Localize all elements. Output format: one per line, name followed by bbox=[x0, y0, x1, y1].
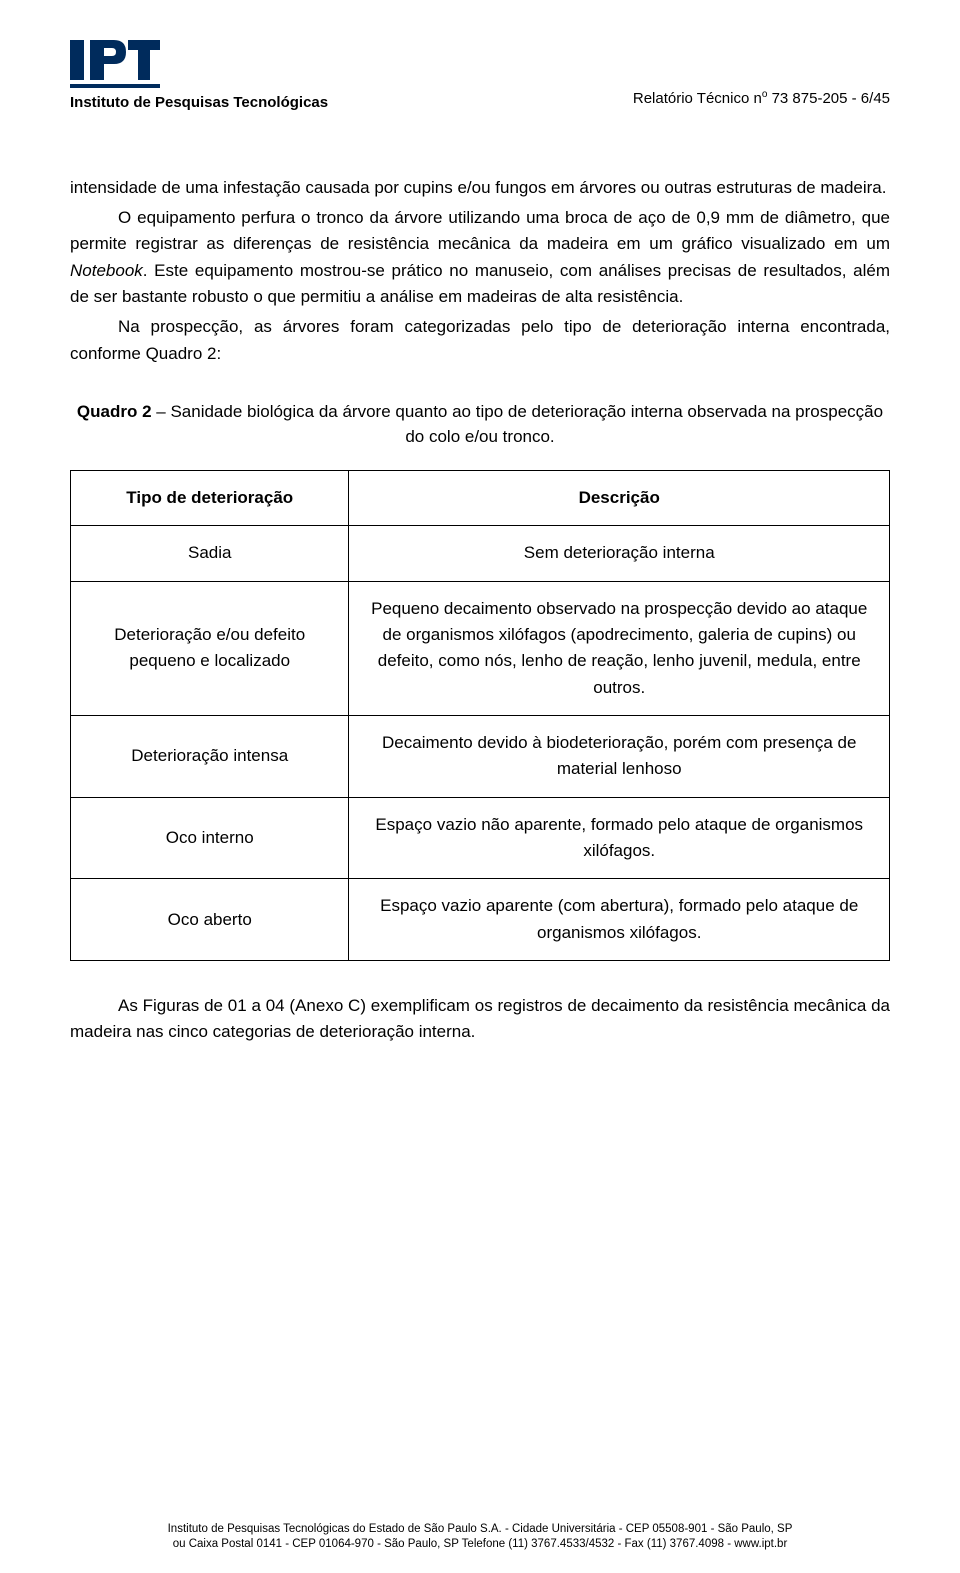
report-number: Relatório Técnico no 73 875-205 - 6/45 bbox=[633, 87, 890, 115]
table-row: Oco aberto Espaço vazio aparente (com ab… bbox=[71, 879, 890, 961]
quadro-label: Quadro 2 bbox=[77, 402, 152, 421]
body-text: intensidade de uma infestação causada po… bbox=[70, 175, 890, 367]
col-header-tipo: Tipo de deterioração bbox=[71, 470, 349, 525]
cell-tipo: Deterioração intensa bbox=[71, 715, 349, 797]
page-header: Instituto de Pesquisas Tecnológicas Rela… bbox=[70, 40, 890, 115]
cell-tipo: Deterioração e/ou defeito pequeno e loca… bbox=[71, 581, 349, 715]
paragraph-2: O equipamento perfura o tronco da árvore… bbox=[70, 205, 890, 310]
p2-b: . Este equipamento mostrou-se prático no… bbox=[70, 261, 890, 306]
footer-line-1: Instituto de Pesquisas Tecnológicas do E… bbox=[70, 1522, 890, 1538]
col-header-desc: Descrição bbox=[349, 470, 890, 525]
paragraph-1: intensidade de uma infestação causada po… bbox=[70, 175, 890, 201]
footer-line-2: ou Caixa Postal 0141 - CEP 01064-970 - S… bbox=[70, 1537, 890, 1553]
quadro-title: Quadro 2 – Sanidade biológica da árvore … bbox=[70, 399, 890, 450]
page: Instituto de Pesquisas Tecnológicas Rela… bbox=[0, 0, 960, 1573]
ipt-logo-icon bbox=[70, 40, 160, 88]
p2-italic: Notebook bbox=[70, 261, 143, 280]
table-row: Sadia Sem deterioração interna bbox=[71, 526, 890, 581]
body-text-after: As Figuras de 01 a 04 (Anexo C) exemplif… bbox=[70, 993, 890, 1046]
cell-desc: Decaimento devido à biodeterioração, por… bbox=[349, 715, 890, 797]
cell-desc: Espaço vazio aparente (com abertura), fo… bbox=[349, 879, 890, 961]
table-row: Deterioração e/ou defeito pequeno e loca… bbox=[71, 581, 890, 715]
table-row: Oco interno Espaço vazio não aparente, f… bbox=[71, 797, 890, 879]
cell-tipo: Oco aberto bbox=[71, 879, 349, 961]
report-prefix: Relatório Técnico n bbox=[633, 90, 762, 107]
cell-desc: Sem deterioração interna bbox=[349, 526, 890, 581]
cell-tipo: Oco interno bbox=[71, 797, 349, 879]
table-row: Deterioração intensa Decaimento devido à… bbox=[71, 715, 890, 797]
report-num: 73 875-205 - 6/45 bbox=[767, 90, 890, 107]
logo-block: Instituto de Pesquisas Tecnológicas bbox=[70, 40, 328, 115]
paragraph-4: As Figuras de 01 a 04 (Anexo C) exemplif… bbox=[70, 993, 890, 1046]
logo-subtitle: Instituto de Pesquisas Tecnológicas bbox=[70, 92, 328, 115]
page-footer: Instituto de Pesquisas Tecnológicas do E… bbox=[70, 1522, 890, 1553]
cell-desc: Espaço vazio não aparente, formado pelo … bbox=[349, 797, 890, 879]
deterioration-table: Tipo de deterioração Descrição Sadia Sem… bbox=[70, 470, 890, 961]
cell-desc: Pequeno decaimento observado na prospecç… bbox=[349, 581, 890, 715]
cell-tipo: Sadia bbox=[71, 526, 349, 581]
table-header-row: Tipo de deterioração Descrição bbox=[71, 470, 890, 525]
paragraph-3: Na prospecção, as árvores foram categori… bbox=[70, 314, 890, 367]
quadro-text: – Sanidade biológica da árvore quanto ao… bbox=[152, 402, 884, 447]
p2-a: O equipamento perfura o tronco da árvore… bbox=[70, 208, 890, 253]
